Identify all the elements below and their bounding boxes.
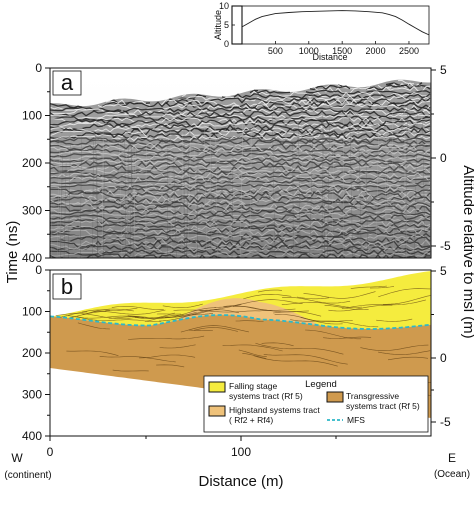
- legend-label-falling-stage-1: Falling stage: [229, 381, 277, 391]
- radargram-image: [50, 68, 431, 263]
- right-axis-title: Altitude relative to msl (m): [460, 165, 474, 338]
- inset-y-tick-label: 0: [224, 39, 229, 49]
- inset-y-tick-label: 5: [224, 20, 229, 30]
- altitude-tick-label: -5: [440, 415, 451, 429]
- inset-x-tick-label: 2000: [366, 46, 386, 56]
- inset-x-tick-label: 500: [268, 46, 283, 56]
- radar-shade: [50, 68, 431, 258]
- time-tick-label: 200: [22, 346, 42, 360]
- panel-a-altitude-ticks: 5 0 -5: [431, 63, 451, 253]
- bottom-axis-title: Distance (m): [198, 473, 283, 490]
- panel-b-letter: b: [61, 274, 73, 299]
- time-tick-label: 300: [22, 388, 42, 402]
- time-tick-label: 200: [22, 156, 42, 170]
- time-tick-label: 300: [22, 204, 42, 218]
- west-label: W: [11, 451, 23, 465]
- panel-a-letter: a: [61, 70, 74, 95]
- panel-b-altitude-ticks: 5 0 -5: [431, 264, 451, 429]
- left-axis-title: Time (ns): [4, 221, 21, 284]
- inset-x-tick-label: 2500: [399, 46, 419, 56]
- legend-label-falling-stage-2: systems tract (Rf 5): [229, 391, 303, 401]
- panel-b-time-ticks: 0 100 200 300 400: [22, 263, 50, 443]
- east-label: E: [448, 451, 456, 465]
- altitude-tick-label: 0: [440, 351, 447, 365]
- east-sublabel: (Ocean): [434, 469, 470, 480]
- legend-label-highstand-1: Highstand systems tract: [229, 405, 320, 415]
- radar-reflector: [50, 260, 430, 264]
- legend-label-highstand-2: ( Rf2 + Rf4): [229, 415, 273, 425]
- legend-label-transgressive-1: Transgressive: [346, 391, 399, 401]
- time-tick-label: 0: [35, 61, 42, 75]
- altitude-tick-label: 5: [440, 63, 447, 77]
- legend: Legend Falling stage systems tract (Rf 5…: [204, 376, 428, 432]
- altitude-tick-label: -5: [440, 239, 451, 253]
- inset-x-axis-title: Distance: [312, 52, 347, 62]
- inset-y-axis-title: Altitude: [213, 10, 223, 40]
- inset-frame: [232, 6, 429, 44]
- time-tick-label: 0: [35, 263, 42, 277]
- time-tick-label: 100: [22, 305, 42, 319]
- legend-swatch-falling-stage: [209, 382, 225, 392]
- altitude-tick-label: 0: [440, 151, 447, 165]
- legend-swatch-transgressive: [327, 392, 343, 402]
- x-tick-label-100: 100: [231, 445, 251, 459]
- inset-y-tick-label: 10: [219, 1, 229, 11]
- time-tick-label: 400: [22, 429, 42, 443]
- legend-label-transgressive-2: systems tract (Rf 5): [346, 401, 420, 411]
- west-sublabel: (continent): [4, 470, 51, 481]
- panel-b: b 0 100 200 300 400 5 0 -5 Legend Falling stag…: [22, 263, 451, 443]
- x-tick-label-0: 0: [47, 445, 54, 459]
- legend-swatch-highstand: [209, 406, 225, 416]
- bottom-axis: 0 100 W (continent) E (Ocean) Distance (…: [4, 436, 470, 490]
- legend-title: Legend: [305, 379, 337, 390]
- legend-label-mfs: MFS: [347, 415, 365, 425]
- time-tick-label: 100: [22, 109, 42, 123]
- altitude-tick-label: 5: [440, 264, 447, 278]
